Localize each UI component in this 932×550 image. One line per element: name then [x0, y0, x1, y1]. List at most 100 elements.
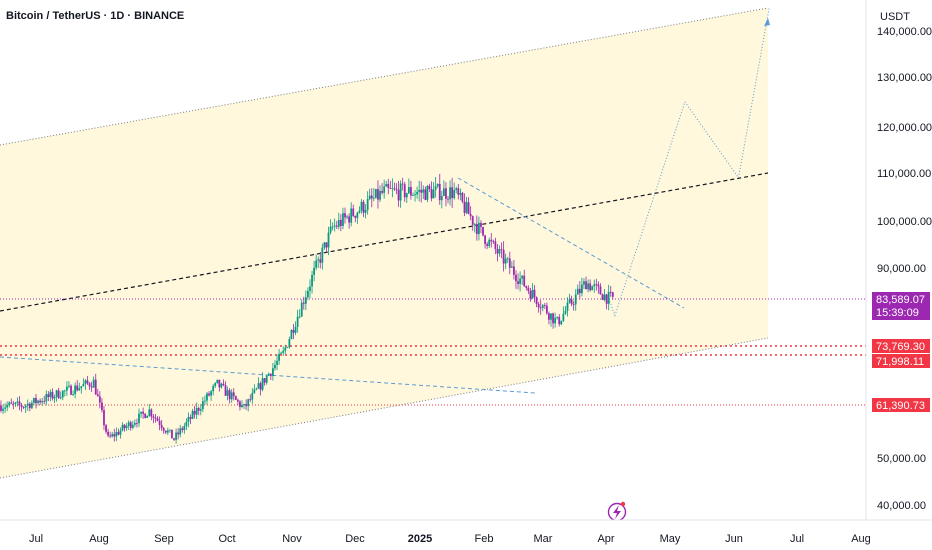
ascending-channel-fill [0, 8, 768, 478]
candle-body [552, 313, 554, 324]
candle-body [18, 401, 21, 405]
candle-body [14, 402, 17, 404]
candle-body [263, 378, 266, 383]
candle-body [581, 284, 583, 294]
candle-body [294, 326, 297, 333]
candle-body [605, 294, 608, 304]
candle-body [257, 383, 260, 389]
candle-body [360, 201, 363, 211]
candle-body [342, 213, 344, 226]
candle-body [504, 258, 507, 264]
x-tick-label: Apr [597, 533, 614, 545]
candle-body [224, 385, 227, 396]
x-tick-label: Sep [154, 533, 174, 545]
candle-body [28, 403, 31, 409]
candle-body [418, 189, 421, 192]
candle-body [498, 249, 501, 254]
channel-upper-line [0, 7, 769, 146]
projection-path [608, 6, 770, 318]
candle-body [317, 259, 320, 261]
candle-body [535, 297, 538, 304]
candle-body [39, 400, 42, 403]
time-axis[interactable]: Jul Aug Sep Oct Nov Dec 2025 Feb Mar Apr… [0, 519, 932, 550]
candle-body [187, 417, 190, 422]
candle-body [461, 192, 464, 202]
candle-body [234, 396, 237, 400]
candle-body [564, 310, 567, 314]
candle-body [515, 274, 517, 282]
candle-body [337, 219, 340, 227]
candle-body [35, 397, 37, 404]
event-lightning-icon[interactable] [607, 501, 627, 522]
candle-body [379, 190, 381, 200]
candle-body [601, 294, 604, 300]
candle-body [230, 392, 233, 400]
candle-body [51, 391, 54, 399]
last-price-tag: 83,589.07 15:39:09 [872, 292, 930, 320]
candle-body [245, 404, 248, 407]
candle-body [45, 394, 48, 402]
candle-body [517, 281, 519, 284]
svg-text:83,589.07: 83,589.07 [876, 294, 925, 306]
candle-body [249, 399, 252, 401]
currency-button[interactable] [870, 5, 928, 27]
candle-body [430, 189, 433, 199]
candle-body [239, 401, 241, 408]
candle-body [362, 201, 365, 213]
candle-body [574, 294, 577, 305]
candle-body [465, 202, 468, 213]
candle-body [49, 391, 52, 398]
candle-body [197, 408, 200, 411]
candle-body [201, 401, 204, 410]
candle-body [109, 435, 112, 437]
price-axis[interactable]: USDT 140,000.00 130,000.00 120,000.00 11… [865, 0, 932, 520]
candle-body [482, 226, 484, 236]
candle-body [105, 425, 107, 432]
candle-body [276, 360, 278, 365]
candle-body [500, 249, 503, 250]
candle-body [558, 316, 561, 325]
candle-body [72, 394, 74, 395]
candle-body [537, 303, 540, 308]
candle-body [449, 187, 451, 200]
candle-body [354, 215, 357, 218]
y-tick-label: 100,000.00 [877, 216, 932, 228]
candle-body [370, 195, 373, 199]
candle-body [539, 307, 542, 309]
candle-body [164, 430, 167, 433]
candle-body [589, 283, 592, 291]
y-tick-label: 50,000.00 [877, 453, 926, 465]
candle-body [8, 402, 11, 406]
svg-text:61,390.73: 61,390.73 [876, 400, 925, 412]
candle-body [587, 283, 589, 290]
candle-body [243, 404, 245, 405]
candle-body [131, 424, 134, 428]
candle-body [496, 248, 499, 254]
candle-body [212, 386, 215, 392]
candle-body [570, 299, 573, 305]
candle-body [166, 430, 169, 433]
candle-body [375, 189, 377, 198]
candle-body [222, 383, 225, 386]
candle-body [463, 201, 466, 213]
x-tick-label: Feb [475, 533, 494, 545]
candle-body [98, 396, 101, 403]
candle-body [566, 302, 569, 311]
candle-body [492, 241, 495, 243]
candle-body [372, 197, 375, 199]
candle-body [422, 189, 425, 193]
candle-body [125, 425, 128, 429]
candle-body [22, 407, 25, 408]
pair-title: Bitcoin / TetherUS · 1D · BINANCE [6, 10, 184, 22]
candle-body [407, 187, 410, 194]
candle-body [410, 187, 412, 196]
candle-body [385, 184, 388, 187]
candle-body [541, 305, 544, 308]
currency-label: USDT [880, 11, 910, 23]
candle-body [484, 235, 486, 244]
candle-body [146, 415, 149, 418]
candle-body [199, 409, 202, 411]
candle-body [467, 202, 470, 215]
y-tick-label: 40,000.00 [877, 500, 926, 512]
